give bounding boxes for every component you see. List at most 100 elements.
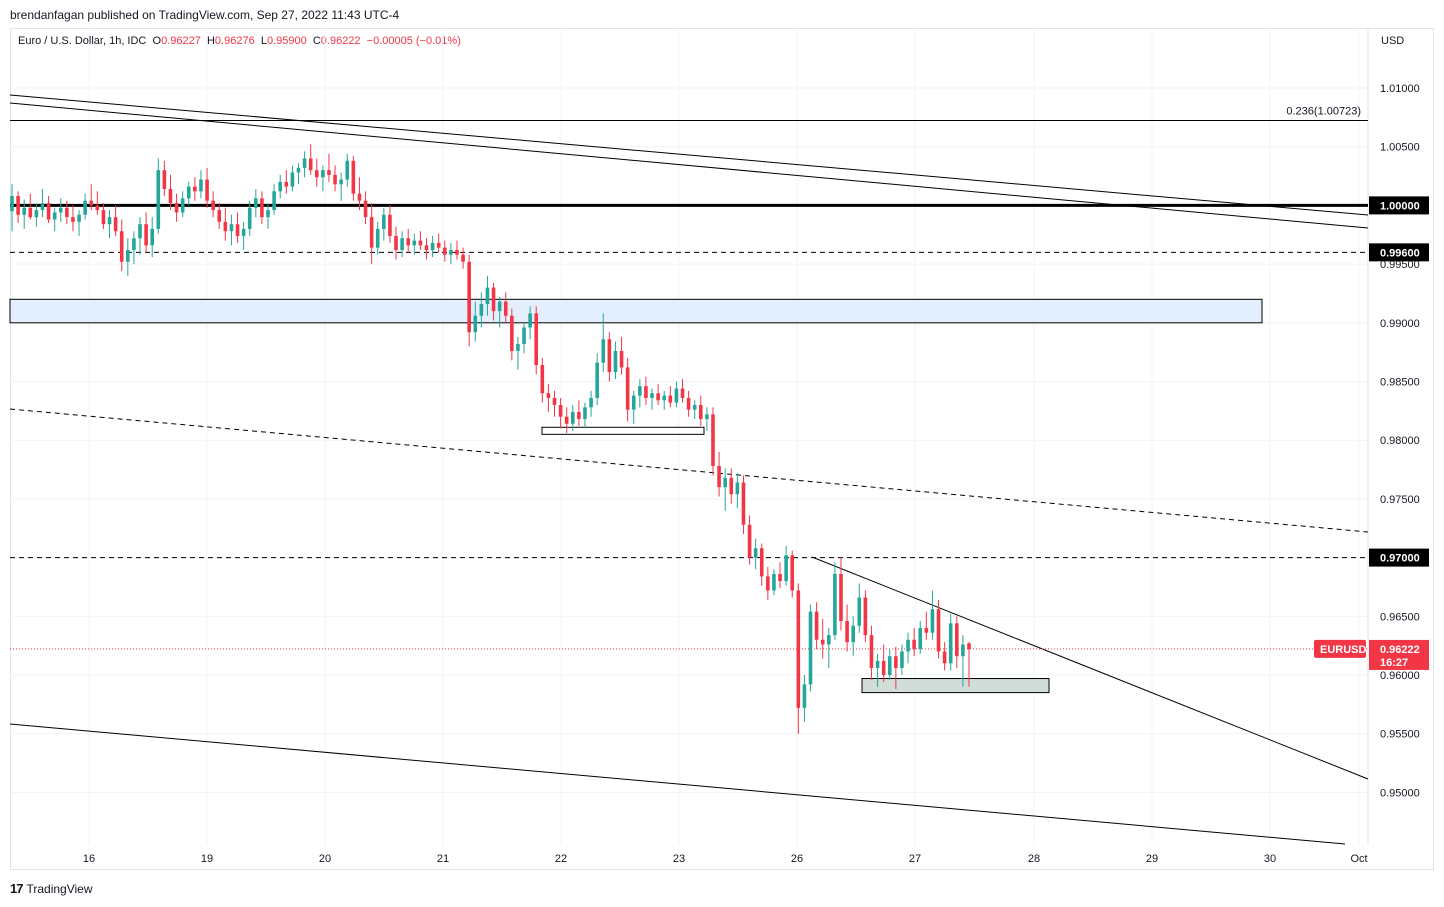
candle — [802, 675, 807, 722]
candle — [162, 160, 167, 197]
candle-body — [473, 315, 478, 333]
candle — [89, 184, 94, 211]
candle — [333, 165, 337, 192]
candle — [967, 642, 971, 687]
candle-body — [918, 628, 923, 650]
candle — [272, 184, 276, 215]
last-price-value: 0.96222 — [1380, 644, 1420, 656]
level-price-tag-label: 1.00000 — [1380, 200, 1420, 212]
currency-label[interactable]: USD — [1381, 35, 1405, 47]
candle-body — [107, 217, 112, 225]
candle-body — [241, 228, 246, 236]
candle-body — [833, 574, 837, 636]
legend-low-label: L — [260, 35, 267, 47]
candle — [345, 153, 350, 187]
candle — [839, 557, 843, 631]
candle — [692, 400, 697, 420]
candle-body — [820, 639, 825, 645]
candle-body — [961, 644, 965, 657]
candle-body — [503, 301, 508, 316]
candle-body — [168, 188, 173, 204]
legend-high-value: 0.96276 — [214, 35, 255, 47]
candle-body — [692, 404, 697, 410]
candle-body — [223, 221, 228, 232]
candle — [930, 590, 935, 640]
candle — [510, 308, 514, 361]
candle — [717, 451, 721, 497]
candle — [40, 188, 45, 218]
candle-body — [193, 186, 197, 192]
candle-body — [735, 482, 740, 495]
candle-body — [126, 250, 130, 262]
candle-body — [290, 172, 295, 187]
candle-body — [229, 224, 234, 232]
candle — [132, 231, 136, 265]
publisher-line: brendanfagan published on TradingView.co… — [10, 8, 400, 22]
candle — [113, 205, 118, 236]
candle-body — [613, 350, 618, 373]
candle-body — [558, 404, 563, 417]
candle-body — [162, 170, 167, 189]
candle — [516, 336, 520, 370]
candle — [851, 616, 855, 657]
candle — [735, 473, 740, 509]
candle-body — [247, 207, 252, 229]
candle — [711, 407, 715, 476]
candle — [351, 156, 356, 201]
candle — [918, 620, 923, 654]
candle — [211, 191, 215, 218]
candle — [156, 158, 161, 234]
candle — [662, 390, 667, 410]
candle — [729, 468, 734, 504]
candle — [723, 468, 727, 511]
candle — [881, 644, 886, 683]
candle — [631, 390, 636, 424]
candle-body — [406, 238, 411, 246]
candle — [936, 599, 941, 659]
candle-body — [516, 343, 520, 351]
candle-body — [900, 651, 904, 668]
candle-body — [284, 181, 289, 187]
candle — [34, 203, 39, 227]
candle-body — [662, 395, 667, 401]
candle-body — [857, 597, 862, 626]
candle — [808, 604, 813, 692]
candle — [461, 247, 465, 269]
candle-body — [577, 412, 581, 420]
candle — [83, 193, 87, 220]
candle — [101, 203, 106, 229]
candle-body — [351, 160, 356, 194]
candle — [607, 332, 612, 382]
candle — [778, 562, 782, 589]
candle — [479, 292, 484, 328]
legend-symbol[interactable]: Euro / U.S. Dollar, 1h, IDC — [18, 35, 147, 47]
candle — [180, 191, 185, 218]
candle-body — [449, 250, 453, 255]
legend-high-label: H — [206, 35, 215, 47]
symbol-legend: Euro / U.S. Dollar, 1h, IDC O0.96227 H0.… — [18, 35, 461, 47]
candle — [71, 205, 75, 232]
candle — [290, 165, 295, 192]
candle-body — [22, 207, 26, 215]
candle — [790, 550, 795, 598]
candle — [906, 632, 910, 664]
footer-brand[interactable]: TradingView — [26, 881, 93, 896]
candle-body — [912, 639, 916, 650]
candle-body — [540, 365, 545, 394]
candle — [668, 386, 673, 408]
candle — [680, 379, 685, 403]
candle-body — [150, 228, 154, 246]
candle-body — [144, 224, 148, 246]
candle — [260, 191, 264, 225]
candle — [382, 207, 386, 241]
price-tick-label: 0.99500 — [1380, 259, 1420, 271]
grid-lines — [10, 28, 1369, 845]
candle-body — [132, 238, 136, 251]
candle-body — [698, 404, 703, 420]
candle — [247, 200, 252, 236]
candle — [644, 376, 648, 405]
candle-body — [28, 207, 33, 218]
candle-body — [412, 240, 417, 246]
tradingview-logo-icon[interactable]: 17 — [10, 881, 24, 896]
